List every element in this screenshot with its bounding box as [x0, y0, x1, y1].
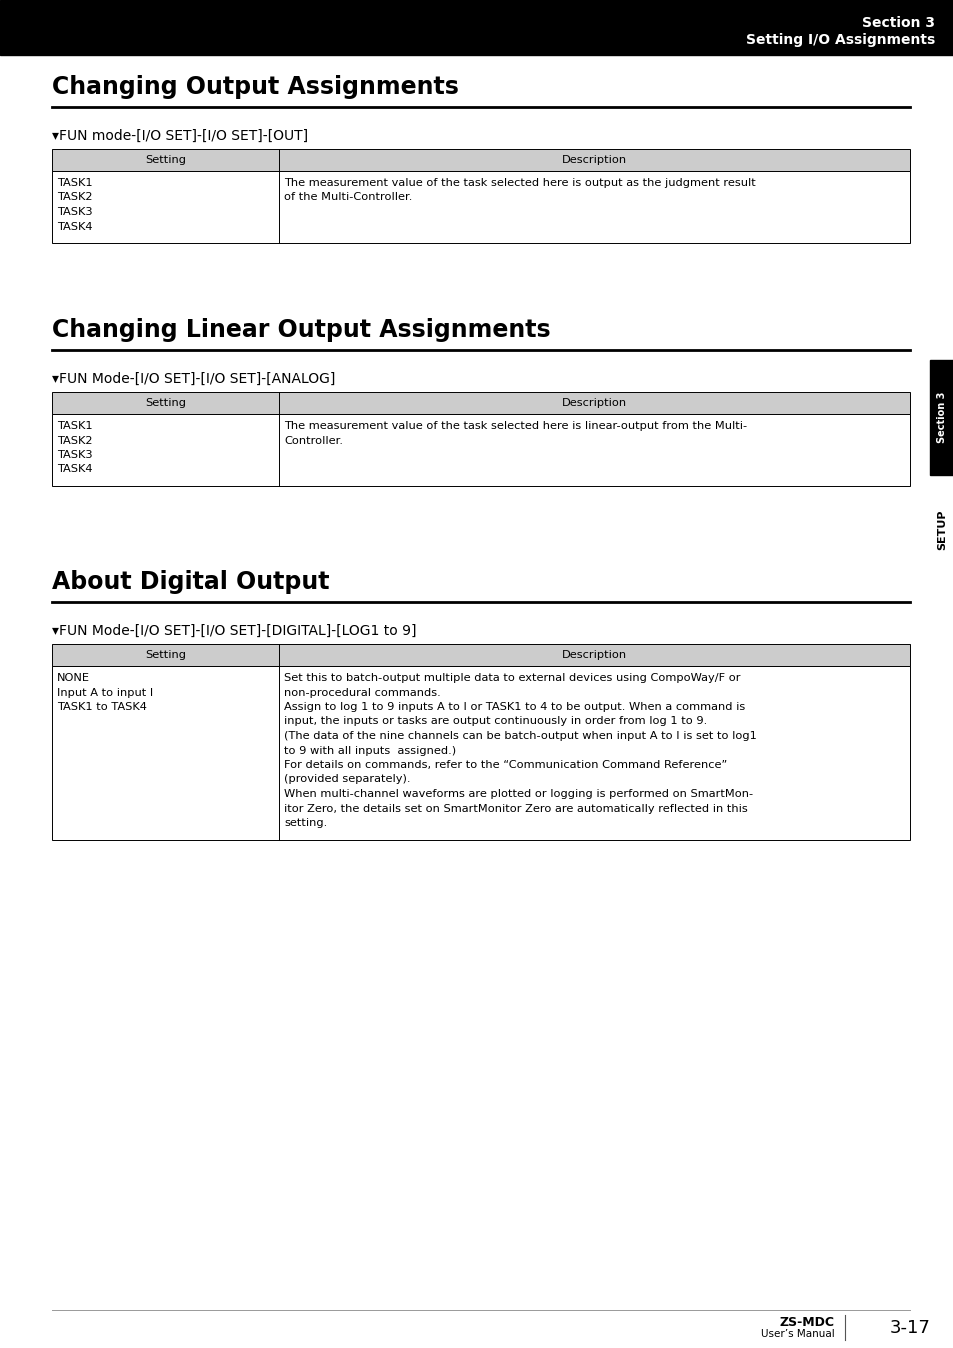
Text: to 9 with all inputs  assigned.): to 9 with all inputs assigned.)	[284, 745, 456, 755]
Text: itor Zero, the details set on SmartMonitor Zero are automatically reflected in t: itor Zero, the details set on SmartMonit…	[284, 803, 747, 813]
Bar	[52, 666, 909, 840]
Text: TASK4: TASK4	[57, 465, 92, 474]
Text: ▾FUN Mode-[I/O SET]-[I/O SET]-[ANALOG]: ▾FUN Mode-[I/O SET]-[I/O SET]-[ANALOG]	[52, 372, 335, 386]
Bar	[52, 392, 909, 414]
Bar	[52, 644, 909, 666]
Text: ▾FUN Mode-[I/O SET]-[I/O SET]-[DIGITAL]-[LOG1 to 9]: ▾FUN Mode-[I/O SET]-[I/O SET]-[DIGITAL]-…	[52, 624, 416, 638]
Text: Set this to batch-output multiple data to external devices using CompoWay/F or: Set this to batch-output multiple data t…	[284, 673, 740, 683]
Text: Description: Description	[561, 650, 626, 661]
Text: For details on commands, refer to the “Communication Command Reference”: For details on commands, refer to the “C…	[284, 760, 727, 770]
Text: SETUP: SETUP	[936, 510, 946, 550]
Bar	[929, 360, 953, 474]
Text: (The data of the nine channels can be batch-output when input A to I is set to l: (The data of the nine channels can be ba…	[284, 731, 757, 741]
Text: setting.: setting.	[284, 818, 327, 828]
Text: input, the inputs or tasks are output continuously in order from log 1 to 9.: input, the inputs or tasks are output co…	[284, 717, 707, 727]
Text: ▾FUN mode-[I/O SET]-[I/O SET]-[OUT]: ▾FUN mode-[I/O SET]-[I/O SET]-[OUT]	[52, 129, 308, 143]
Text: ZS-MDC: ZS-MDC	[780, 1316, 834, 1329]
Text: Setting: Setting	[145, 155, 186, 164]
Text: TASK1 to TASK4: TASK1 to TASK4	[57, 702, 147, 712]
Text: (provided separately).: (provided separately).	[284, 775, 411, 785]
Text: The measurement value of the task selected here is output as the judgment result: The measurement value of the task select…	[284, 178, 756, 187]
Text: When multi-channel waveforms are plotted or logging is performed on SmartMon-: When multi-channel waveforms are plotted…	[284, 789, 753, 799]
Bar	[52, 171, 909, 243]
Text: TASK3: TASK3	[57, 450, 92, 460]
Text: About Digital Output: About Digital Output	[52, 570, 329, 594]
Text: non-procedural commands.: non-procedural commands.	[284, 687, 440, 697]
Text: Setting: Setting	[145, 398, 186, 408]
Bar	[0, 0, 953, 55]
Text: Setting: Setting	[145, 650, 186, 661]
Text: TASK1: TASK1	[57, 178, 92, 187]
Text: 3-17: 3-17	[888, 1318, 929, 1337]
Text: NONE: NONE	[57, 673, 90, 683]
Text: of the Multi-Controller.: of the Multi-Controller.	[284, 193, 413, 202]
Text: Description: Description	[561, 398, 626, 408]
Text: Input A to input I: Input A to input I	[57, 687, 153, 697]
Text: TASK2: TASK2	[57, 193, 92, 202]
Text: Changing Linear Output Assignments: Changing Linear Output Assignments	[52, 318, 550, 342]
Bar	[52, 150, 909, 171]
Text: Controller.: Controller.	[284, 435, 343, 445]
Text: Section 3: Section 3	[862, 16, 934, 30]
Text: The measurement value of the task selected here is linear-output from the Multi-: The measurement value of the task select…	[284, 421, 747, 431]
Text: TASK2: TASK2	[57, 435, 92, 445]
Text: TASK3: TASK3	[57, 208, 92, 217]
Text: Setting I/O Assignments: Setting I/O Assignments	[745, 32, 934, 47]
Text: Section 3: Section 3	[936, 392, 946, 443]
Text: Assign to log 1 to 9 inputs A to I or TASK1 to 4 to be output. When a command is: Assign to log 1 to 9 inputs A to I or TA…	[284, 702, 745, 712]
Text: TASK1: TASK1	[57, 421, 92, 431]
Text: Changing Output Assignments: Changing Output Assignments	[52, 75, 458, 98]
Bar	[52, 414, 909, 487]
Text: TASK4: TASK4	[57, 221, 92, 232]
Text: Description: Description	[561, 155, 626, 164]
Text: User’s Manual: User’s Manual	[760, 1329, 834, 1339]
